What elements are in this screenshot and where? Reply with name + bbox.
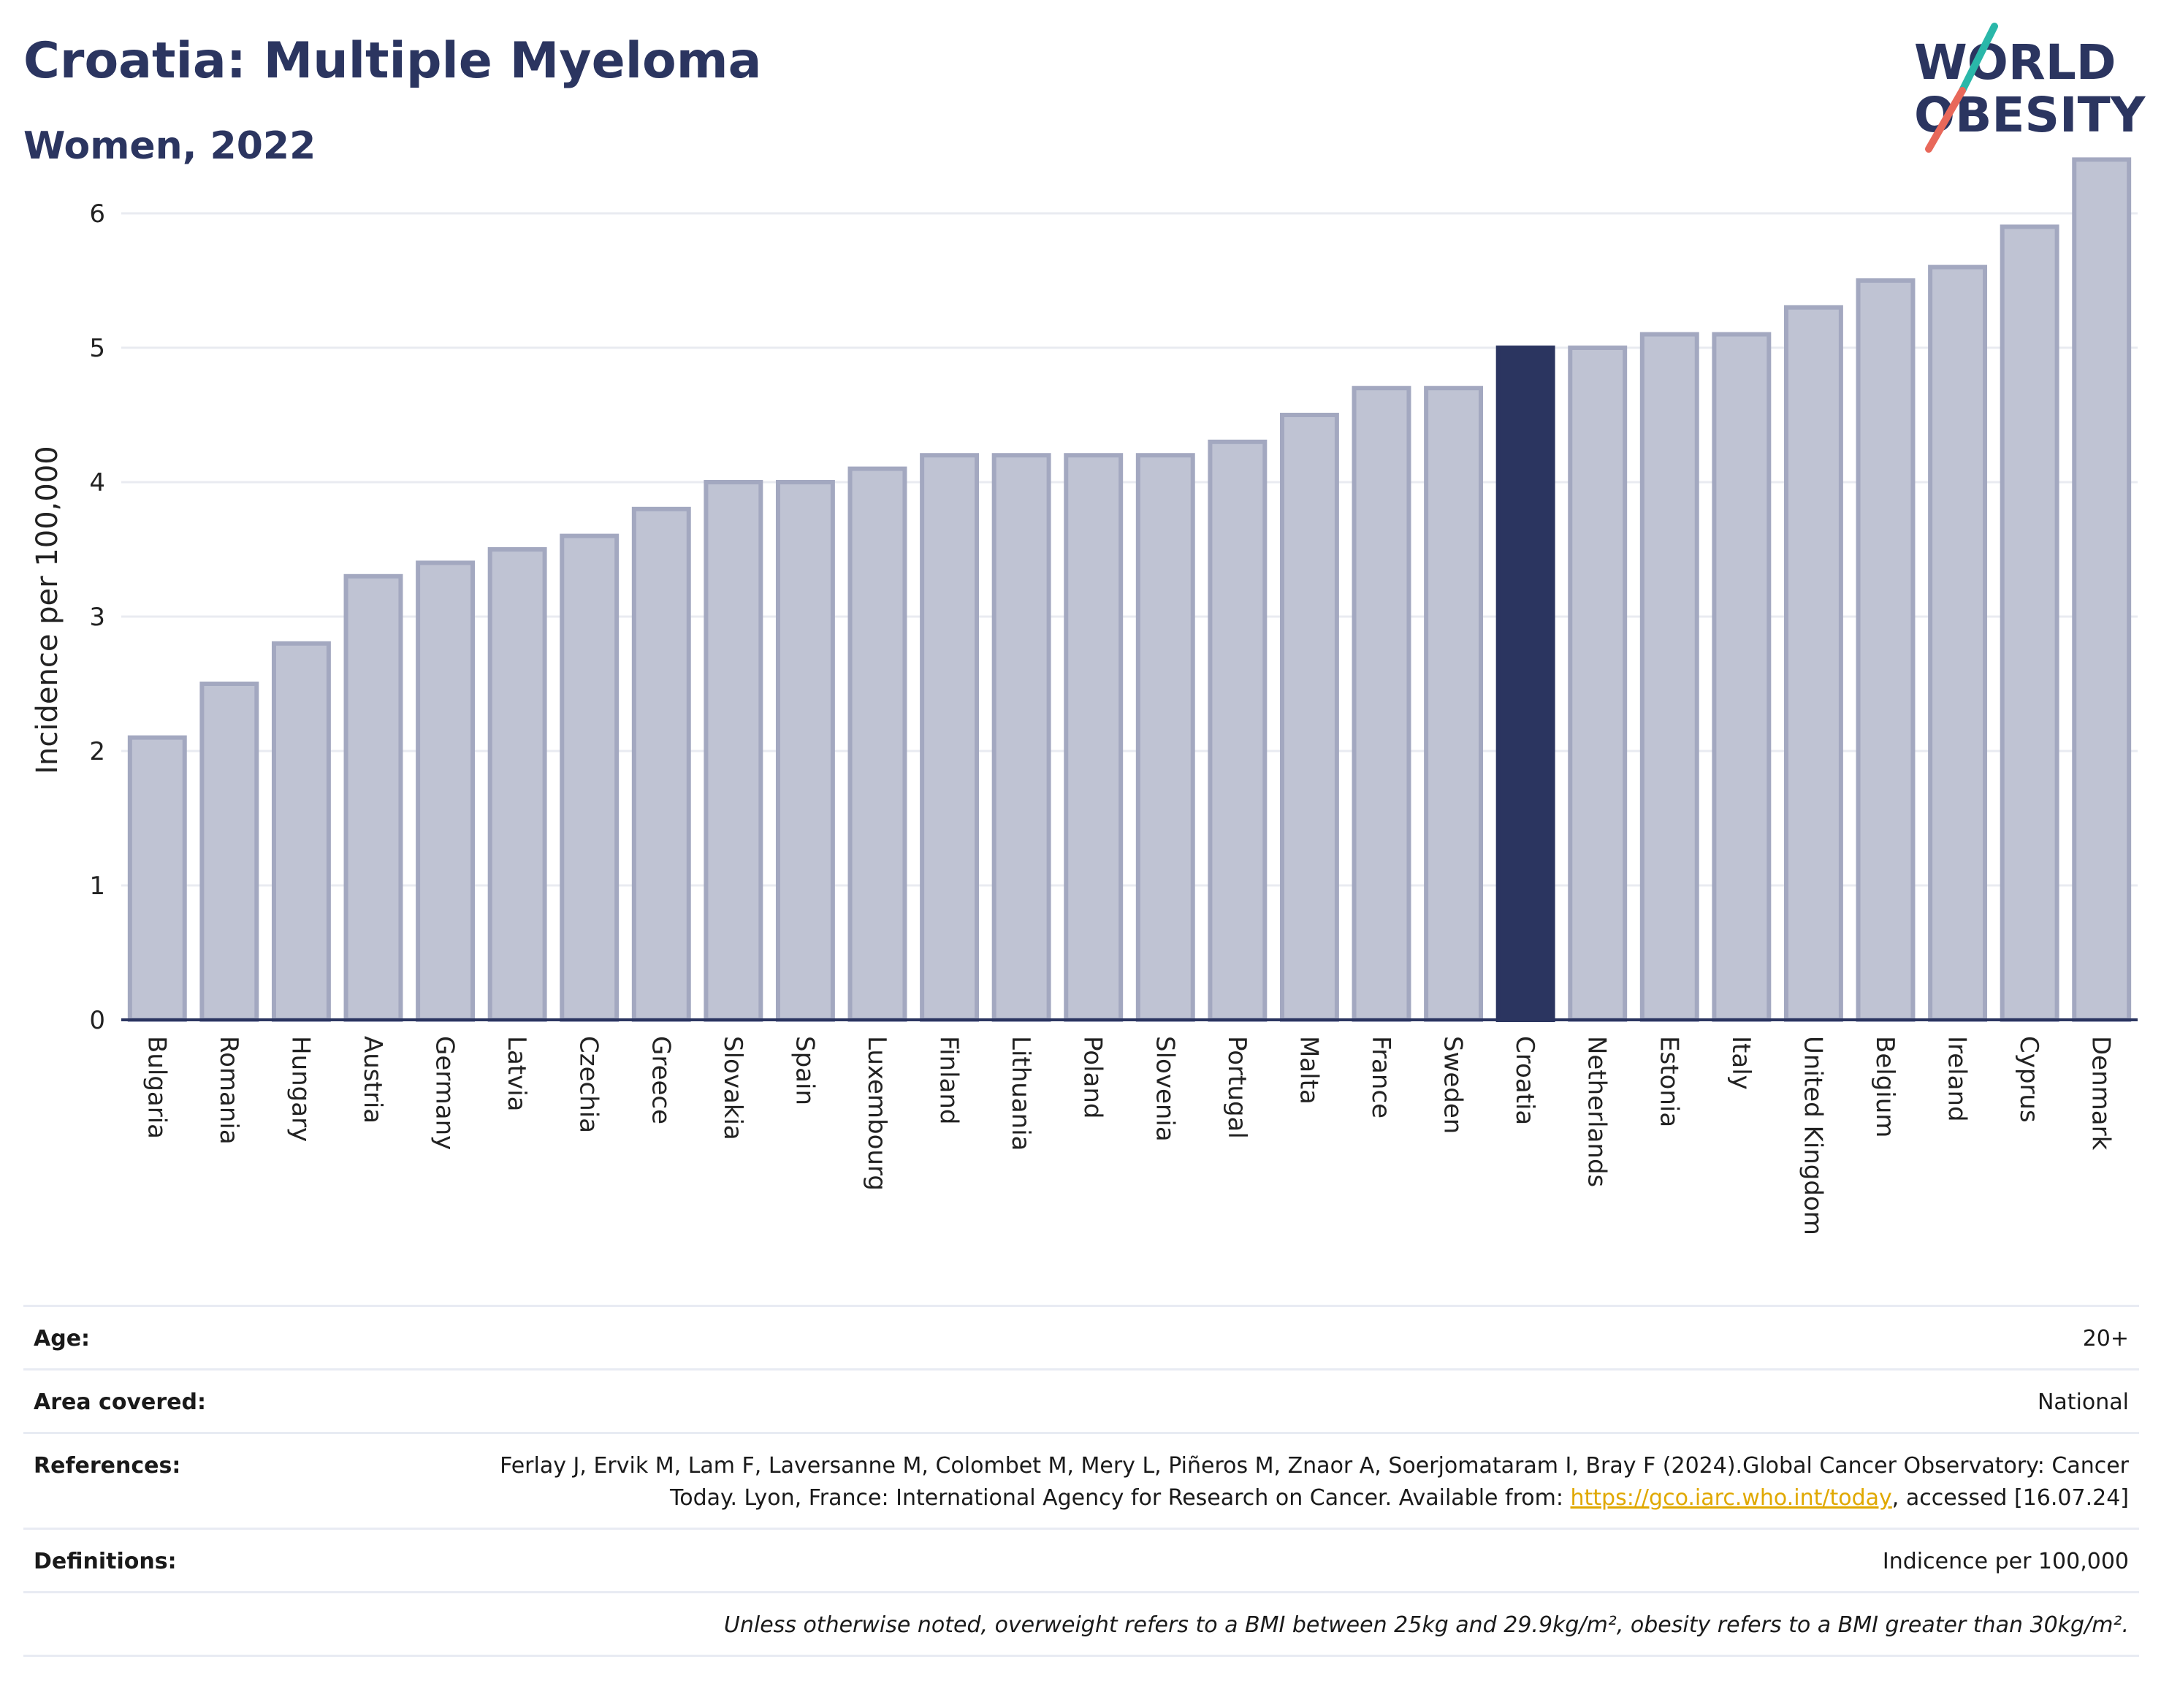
definitions-label: Definitions: (34, 1549, 177, 1574)
axes: 0 1 2 3 4 5 6 Bulgaria Romania Hungary Austria Germ… (89, 199, 2138, 1235)
x-tick-label: Poland (1078, 1036, 1108, 1119)
bar-portugal (1208, 439, 1268, 1022)
bar-estonia (1639, 332, 1699, 1023)
x-tick-label: Lithuania (1006, 1036, 1035, 1151)
x-tick-label: United Kingdom (1798, 1036, 1827, 1235)
world-obesity-logo: WORLD OBESITY (1914, 23, 2146, 153)
logo-line-1: WORLD (1914, 34, 2116, 91)
x-tick-label: Luxembourg (862, 1036, 891, 1191)
y-tick-label: 4 (89, 468, 105, 497)
x-tick-label: Croatia (1510, 1036, 1539, 1125)
bar-denmark (2072, 157, 2132, 1022)
logo-slash-top (1959, 23, 1998, 94)
bar-cyprus (2000, 224, 2059, 1022)
bar-chart: 0 1 2 3 4 5 6 Bulgaria Romania Hungary Austria Germ… (31, 157, 2138, 1235)
x-tick-label: Austria (358, 1036, 387, 1124)
bar-poland (1064, 453, 1124, 1022)
meta-row-references: References: Ferlay J, Ervik M, Lam F, La… (23, 1432, 2139, 1528)
x-tick-label: Spain (790, 1036, 819, 1105)
bar-sweden (1424, 386, 1484, 1022)
x-tick-label: Cyprus (2014, 1036, 2043, 1123)
x-tick-label: Portugal (1222, 1036, 1251, 1139)
bar-romania (199, 682, 259, 1022)
bar-latvia (487, 547, 547, 1022)
bar-italy (1712, 332, 1772, 1023)
bar-ireland (1928, 264, 1988, 1023)
references-link[interactable]: https://gco.iarc.who.int/today (1570, 1485, 1892, 1511)
bar-croatia (1495, 346, 1555, 1022)
age-value: 20+ (2082, 1326, 2129, 1351)
bar-luxembourg (847, 466, 907, 1022)
bar-lithuania (991, 453, 1051, 1022)
x-tick-label: Hungary (286, 1036, 315, 1142)
meta-row-definitions: Definitions: Indicence per 100,000 (23, 1528, 2139, 1591)
y-tick-label: 2 (89, 737, 105, 766)
bar-slovakia (704, 480, 763, 1022)
bar-hungary (271, 641, 331, 1022)
x-tick-label: Finland (934, 1036, 964, 1125)
bar-bulgaria (127, 735, 187, 1022)
x-tick-label: Netherlands (1582, 1036, 1612, 1187)
x-tick-label: France (1366, 1036, 1395, 1118)
x-tick-label: Belgium (1870, 1036, 1899, 1137)
x-tick-label: Slovakia (718, 1036, 747, 1140)
bar-finland (920, 453, 980, 1022)
meta-row-footnote: Unless otherwise noted, overweight refer… (23, 1591, 2139, 1657)
area-value: National (2037, 1389, 2129, 1415)
y-tick-label: 5 (89, 334, 105, 363)
y-axis-title: Incidence per 100,000 (31, 446, 64, 774)
bar-czechia (560, 533, 620, 1022)
bar-greece (631, 506, 691, 1022)
y-tick-label: 3 (89, 603, 105, 632)
x-tick-label: Greece (646, 1036, 675, 1124)
definitions-value: Indicence per 100,000 (1882, 1549, 2129, 1574)
references-value: Ferlay J, Ervik M, Lam F, Laversanne M, … (449, 1450, 2129, 1514)
bar-germany (416, 560, 476, 1022)
logo-line-2: OBESITY (1914, 87, 2146, 143)
bar-slovenia (1135, 453, 1195, 1022)
x-tick-label: Romania (214, 1036, 243, 1145)
x-tick-label: Slovenia (1150, 1036, 1179, 1142)
area-label: Area covered: (34, 1389, 206, 1415)
bar-netherlands (1568, 346, 1628, 1022)
meta-row-age: Age: 20+ (23, 1305, 2139, 1368)
bar-spain (775, 480, 835, 1022)
y-tick-label: 1 (89, 872, 105, 901)
x-tick-label: Italy (1726, 1036, 1756, 1090)
logo-slash-bottom (1925, 87, 1966, 153)
chart-title: Croatia: Multiple Myeloma (23, 32, 762, 90)
bar-belgium (1856, 278, 1916, 1022)
chart-subtitle: Women, 2022 (23, 124, 316, 168)
x-tick-label: Malta (1294, 1036, 1323, 1105)
meta-row-area: Area covered: National (23, 1368, 2139, 1432)
references-text-1: Ferlay J, Ervik M, Lam F, Laversanne M, … (500, 1453, 2129, 1511)
x-tick-label: Sweden (1438, 1036, 1468, 1134)
x-tick-label: Germany (430, 1036, 460, 1150)
bar-austria (343, 573, 403, 1022)
x-tick-label: Latvia (502, 1036, 531, 1112)
x-tick-label: Czechia (574, 1036, 603, 1133)
references-label: References: (34, 1453, 181, 1479)
bar-malta (1279, 413, 1339, 1022)
metadata-table: Age: 20+ Area covered: National Referenc… (23, 1305, 2139, 1657)
x-tick-label: Ireland (1943, 1036, 1972, 1122)
x-tick-label: Bulgaria (142, 1036, 171, 1139)
x-tick-label: Denmark (2086, 1036, 2116, 1151)
footnote-text: Unless otherwise noted, overweight refer… (723, 1612, 2129, 1638)
references-text-2: , accessed [16.07.24] (1891, 1485, 2129, 1511)
x-tick-label: Estonia (1654, 1036, 1683, 1127)
bar-united-kingdom (1783, 305, 1843, 1022)
y-tick-label: 0 (89, 1006, 105, 1035)
y-tick-label: 6 (89, 199, 105, 229)
bar-france (1352, 386, 1411, 1022)
age-label: Age: (34, 1326, 91, 1351)
bars (127, 157, 2132, 1023)
